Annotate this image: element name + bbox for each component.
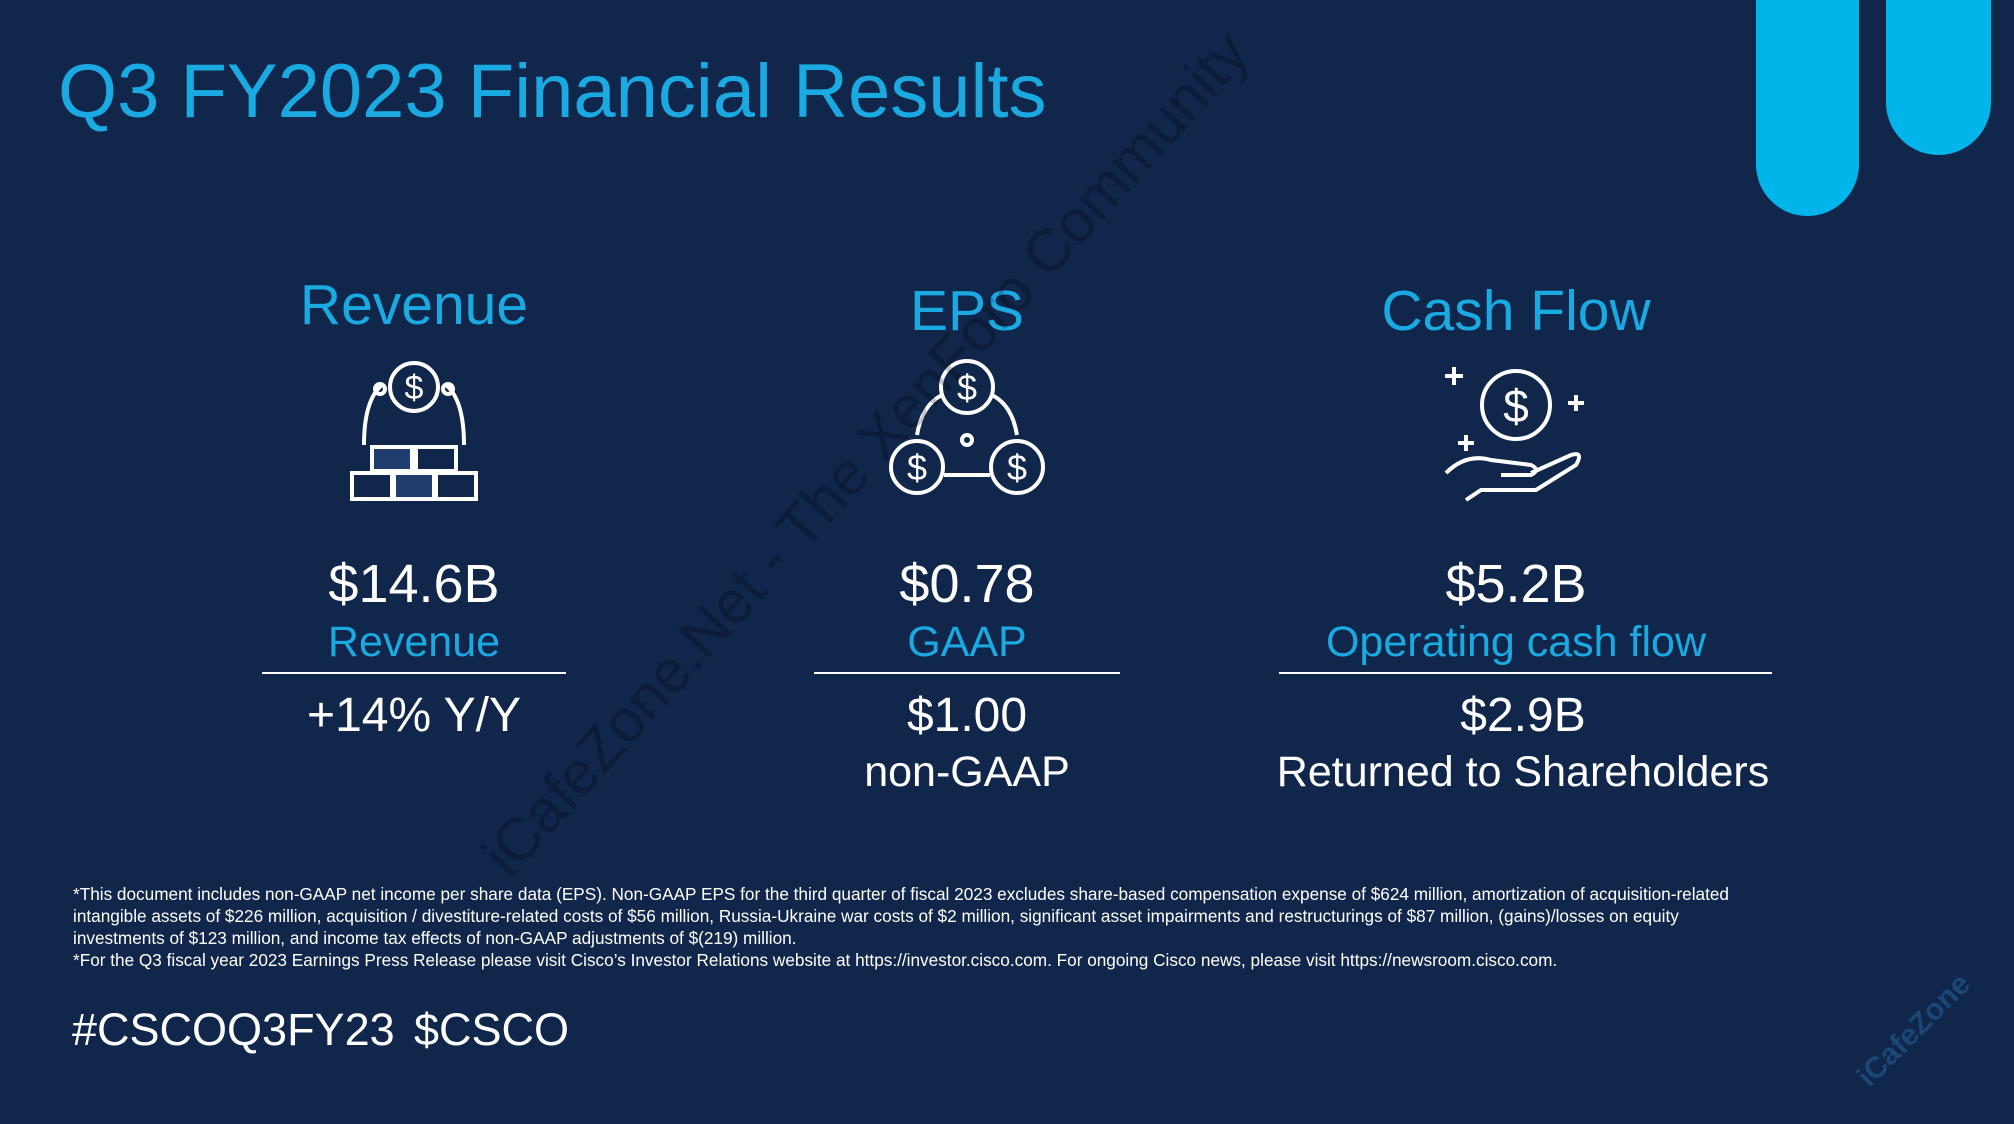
second-label: non-GAAP <box>864 748 1070 796</box>
second-value: $1.00 <box>906 689 1028 742</box>
icon: $ $ $ <box>687 355 1247 505</box>
svg-text:$: $ <box>405 369 424 407</box>
hashtag: $CSCO <box>414 1004 570 1055</box>
svg-text:$: $ <box>957 367 977 408</box>
watermark: iCafeZone <box>1850 967 1977 1094</box>
divider <box>814 672 1120 674</box>
metric-value: $14.6B <box>328 554 500 614</box>
divider <box>262 672 566 674</box>
metric-label: Revenue <box>327 618 501 666</box>
metric-label: GAAP <box>907 618 1027 666</box>
decor-pill <box>1756 0 1859 216</box>
footnote: *For the Q3 fiscal year 2023 Earnings Pr… <box>73 950 1558 970</box>
column-heading: Revenue <box>299 273 529 337</box>
column-heading: EPS <box>909 279 1025 343</box>
icon: $ <box>1236 355 1796 505</box>
icon: $ <box>134 355 694 505</box>
metric-value: $5.2B <box>1445 554 1587 614</box>
footnote: investments of $123 million, and income … <box>73 928 797 948</box>
hashtag: #CSCOQ3FY23 <box>72 1004 395 1055</box>
metric-label: Operating cash flow <box>1325 618 1707 666</box>
second-value: $2.9B <box>1460 689 1586 742</box>
second-value: +14% Y/Y <box>307 689 521 742</box>
column-heading: Cash Flow <box>1381 279 1651 343</box>
slide-title: Q3 FY2023 Financial Results <box>58 49 1047 134</box>
footnote: *This document includes non-GAAP net inc… <box>73 884 1729 904</box>
metric-value: $0.78 <box>899 554 1035 614</box>
decor-pill <box>1886 0 1991 155</box>
footnote: intangible assets of $226 million, acqui… <box>73 906 1679 926</box>
svg-text:$: $ <box>1007 447 1027 488</box>
second-label: Returned to Shareholders <box>1276 748 1770 796</box>
svg-text:$: $ <box>1503 380 1529 432</box>
divider <box>1279 672 1772 674</box>
svg-text:$: $ <box>907 447 927 488</box>
